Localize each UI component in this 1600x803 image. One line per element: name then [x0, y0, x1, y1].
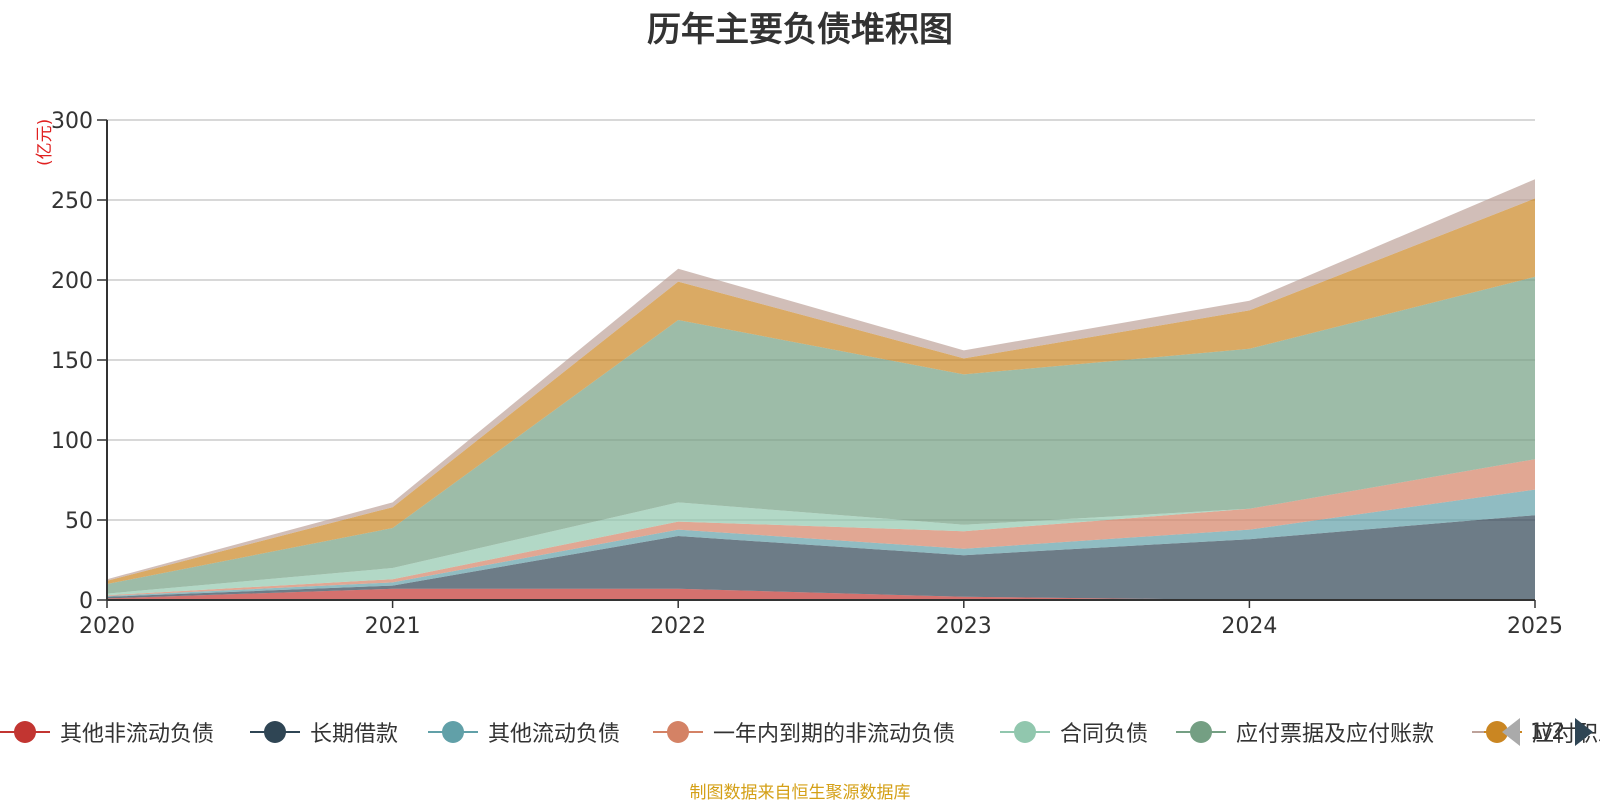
- axes: 0 50 100 150 200 250 300 2020 2021 2022 2023 2024 20…: [51, 109, 1563, 639]
- y-tick-label: 150: [51, 349, 93, 374]
- legend-pager: 1/2: [1500, 712, 1595, 752]
- legend-marker-dot: [1014, 721, 1036, 743]
- legend-label: 其他非流动负债: [60, 722, 215, 747]
- legend-marker-icon: [1000, 721, 1050, 743]
- legend-item-partial[interactable]: [1472, 712, 1486, 752]
- legend-page-indicator: 1/2: [1530, 719, 1566, 745]
- legend-item[interactable]: 长期借款: [250, 712, 398, 752]
- y-tick-label: 200: [51, 269, 93, 294]
- legend-marker-icon: [428, 721, 478, 743]
- legend-marker-dot: [1486, 721, 1508, 743]
- y-tick-label: 250: [51, 189, 93, 214]
- legend-marker-icon: [0, 721, 50, 743]
- x-tick-label: 2025: [1507, 614, 1563, 639]
- legend-marker-dot: [14, 721, 36, 743]
- legend-marker-dot: [1190, 721, 1212, 743]
- legend-marker-icon: [1176, 721, 1226, 743]
- y-tick-label: 300: [51, 109, 93, 134]
- area-应付职工薪酬: [107, 198, 1535, 584]
- y-tick-label: 100: [51, 429, 93, 454]
- y-axis-unit-label: (亿元): [35, 119, 55, 166]
- legend-marker-icon: [1472, 731, 1484, 733]
- legend-prev-icon[interactable]: [1500, 716, 1522, 748]
- area-series: [107, 179, 1535, 600]
- area-其他流动负债: [107, 489, 1535, 597]
- y-tick-label: 50: [65, 509, 93, 534]
- legend-label: 应付票据及应付账款: [1236, 722, 1435, 747]
- area-其他非流动负债: [107, 588, 1535, 600]
- x-tick-label: 2023: [936, 614, 992, 639]
- area-合同负债: [107, 459, 1535, 596]
- area-长期借款: [107, 515, 1535, 600]
- legend-label: 长期借款: [310, 722, 399, 747]
- legend-item[interactable]: 合同负债: [1000, 712, 1148, 752]
- legend-item[interactable]: 其他流动负债: [428, 712, 620, 752]
- legend-label: 合同负债: [1060, 722, 1149, 747]
- legend-next-icon[interactable]: [1573, 716, 1595, 748]
- x-tick-label: 2020: [79, 614, 135, 639]
- legend-label: 一年内到期的非流动负债: [713, 722, 956, 747]
- legend-marker-dot: [667, 721, 689, 743]
- legend-label: 其他流动负债: [488, 722, 621, 747]
- legend-marker-dot: [264, 721, 286, 743]
- area-一年内到期的非流动负债: [107, 459, 1535, 596]
- legend-marker-icon: [653, 721, 703, 743]
- legend-item[interactable]: 其他非流动负债: [0, 712, 214, 752]
- x-tick-label: 2024: [1221, 614, 1277, 639]
- legend-item[interactable]: 应付票据及应付账款: [1176, 712, 1434, 752]
- legend-marker-icon: [250, 721, 300, 743]
- legend-item[interactable]: 一年内到期的非流动负债: [653, 712, 955, 752]
- area-应付票据及应付账款: [107, 276, 1535, 594]
- legend-marker-dot: [442, 721, 464, 743]
- y-tick-label: 0: [79, 589, 93, 614]
- chart-title: 历年主要负债堆积图: [647, 10, 953, 50]
- source-note: 制图数据来自恒生聚源数据库: [689, 783, 911, 803]
- x-tick-label: 2022: [650, 614, 706, 639]
- x-tick-label: 2021: [365, 614, 421, 639]
